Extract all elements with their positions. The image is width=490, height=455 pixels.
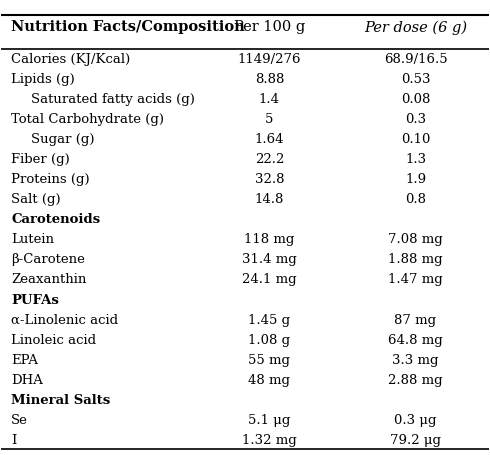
- Text: I: I: [11, 434, 17, 447]
- Text: 0.3 μg: 0.3 μg: [394, 414, 437, 427]
- Text: Mineral Salts: Mineral Salts: [11, 394, 110, 407]
- Text: Total Carbohydrate (g): Total Carbohydrate (g): [11, 113, 164, 126]
- Text: Calories (KJ/Kcal): Calories (KJ/Kcal): [11, 53, 130, 66]
- Text: Per 100 g: Per 100 g: [234, 20, 305, 35]
- Text: 1.3: 1.3: [405, 153, 426, 167]
- Text: 5: 5: [265, 113, 273, 126]
- Text: 48 mg: 48 mg: [248, 374, 291, 387]
- Text: 1.9: 1.9: [405, 173, 426, 187]
- Text: 24.1 mg: 24.1 mg: [242, 273, 296, 287]
- Text: α-Linolenic acid: α-Linolenic acid: [11, 313, 118, 327]
- Text: 1149/276: 1149/276: [238, 53, 301, 66]
- Text: PUFAs: PUFAs: [11, 293, 59, 307]
- Text: 87 mg: 87 mg: [394, 313, 437, 327]
- Text: 55 mg: 55 mg: [248, 354, 291, 367]
- Text: Zeaxanthin: Zeaxanthin: [11, 273, 87, 287]
- Text: 1.08 g: 1.08 g: [248, 334, 291, 347]
- Text: 1.88 mg: 1.88 mg: [388, 253, 443, 267]
- Text: Proteins (g): Proteins (g): [11, 173, 90, 187]
- Text: Nutrition Facts/Composition: Nutrition Facts/Composition: [11, 20, 245, 35]
- Text: 7.08 mg: 7.08 mg: [388, 233, 443, 247]
- Text: 2.88 mg: 2.88 mg: [388, 374, 443, 387]
- Text: Fiber (g): Fiber (g): [11, 153, 70, 167]
- Text: 64.8 mg: 64.8 mg: [388, 334, 443, 347]
- Text: 1.64: 1.64: [255, 133, 284, 147]
- Text: Salt (g): Salt (g): [11, 193, 61, 207]
- Text: 0.8: 0.8: [405, 193, 426, 207]
- Text: 1.47 mg: 1.47 mg: [388, 273, 443, 287]
- Text: 0.08: 0.08: [401, 93, 430, 106]
- Text: 118 mg: 118 mg: [244, 233, 294, 247]
- Text: 0.53: 0.53: [401, 73, 430, 86]
- Text: Se: Se: [11, 414, 28, 427]
- Text: Lipids (g): Lipids (g): [11, 73, 75, 86]
- Text: DHA: DHA: [11, 374, 43, 387]
- Text: Linoleic acid: Linoleic acid: [11, 334, 96, 347]
- Text: Per dose (6 g): Per dose (6 g): [364, 20, 467, 35]
- Text: Saturated fatty acids (g): Saturated fatty acids (g): [30, 93, 195, 106]
- Text: Carotenoids: Carotenoids: [11, 213, 100, 227]
- Text: 68.9/16.5: 68.9/16.5: [384, 53, 447, 66]
- Text: Lutein: Lutein: [11, 233, 54, 247]
- Text: 31.4 mg: 31.4 mg: [242, 253, 297, 267]
- Text: 1.45 g: 1.45 g: [248, 313, 291, 327]
- Text: β-Carotene: β-Carotene: [11, 253, 85, 267]
- Text: 8.88: 8.88: [255, 73, 284, 86]
- Text: 1.32 mg: 1.32 mg: [242, 434, 297, 447]
- Text: 14.8: 14.8: [255, 193, 284, 207]
- Text: 0.10: 0.10: [401, 133, 430, 147]
- Text: EPA: EPA: [11, 354, 38, 367]
- Text: Sugar (g): Sugar (g): [30, 133, 94, 147]
- Text: 0.3: 0.3: [405, 113, 426, 126]
- Text: 79.2 μg: 79.2 μg: [390, 434, 441, 447]
- Text: 32.8: 32.8: [255, 173, 284, 187]
- Text: 3.3 mg: 3.3 mg: [392, 354, 439, 367]
- Text: 5.1 μg: 5.1 μg: [248, 414, 291, 427]
- Text: 1.4: 1.4: [259, 93, 280, 106]
- Text: 22.2: 22.2: [255, 153, 284, 167]
